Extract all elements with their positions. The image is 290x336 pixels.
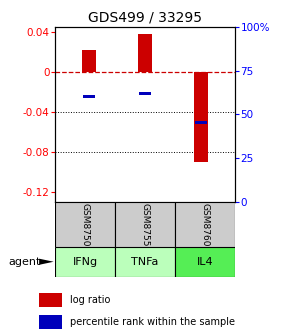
Text: log ratio: log ratio	[70, 295, 110, 305]
Text: IFNg: IFNg	[72, 257, 98, 267]
Text: percentile rank within the sample: percentile rank within the sample	[70, 317, 235, 327]
Bar	[139, 92, 151, 95]
Bar	[39, 315, 62, 329]
Bar	[194, 72, 208, 162]
Bar	[175, 202, 235, 247]
Text: IL4: IL4	[197, 257, 213, 267]
Text: GSM8755: GSM8755	[140, 203, 150, 246]
Bar	[55, 247, 115, 277]
Bar	[175, 247, 235, 277]
Bar	[55, 202, 115, 247]
Bar	[83, 95, 95, 98]
Text: GSM8750: GSM8750	[81, 203, 90, 246]
Polygon shape	[39, 259, 54, 265]
Bar	[82, 50, 96, 72]
Bar	[195, 122, 207, 124]
Text: TNFa: TNFa	[131, 257, 159, 267]
Bar	[115, 202, 175, 247]
Bar	[39, 293, 62, 307]
Text: agent: agent	[9, 257, 41, 267]
Bar	[138, 34, 152, 72]
Bar	[115, 247, 175, 277]
Text: GSM8760: GSM8760	[200, 203, 209, 246]
Title: GDS499 / 33295: GDS499 / 33295	[88, 10, 202, 24]
